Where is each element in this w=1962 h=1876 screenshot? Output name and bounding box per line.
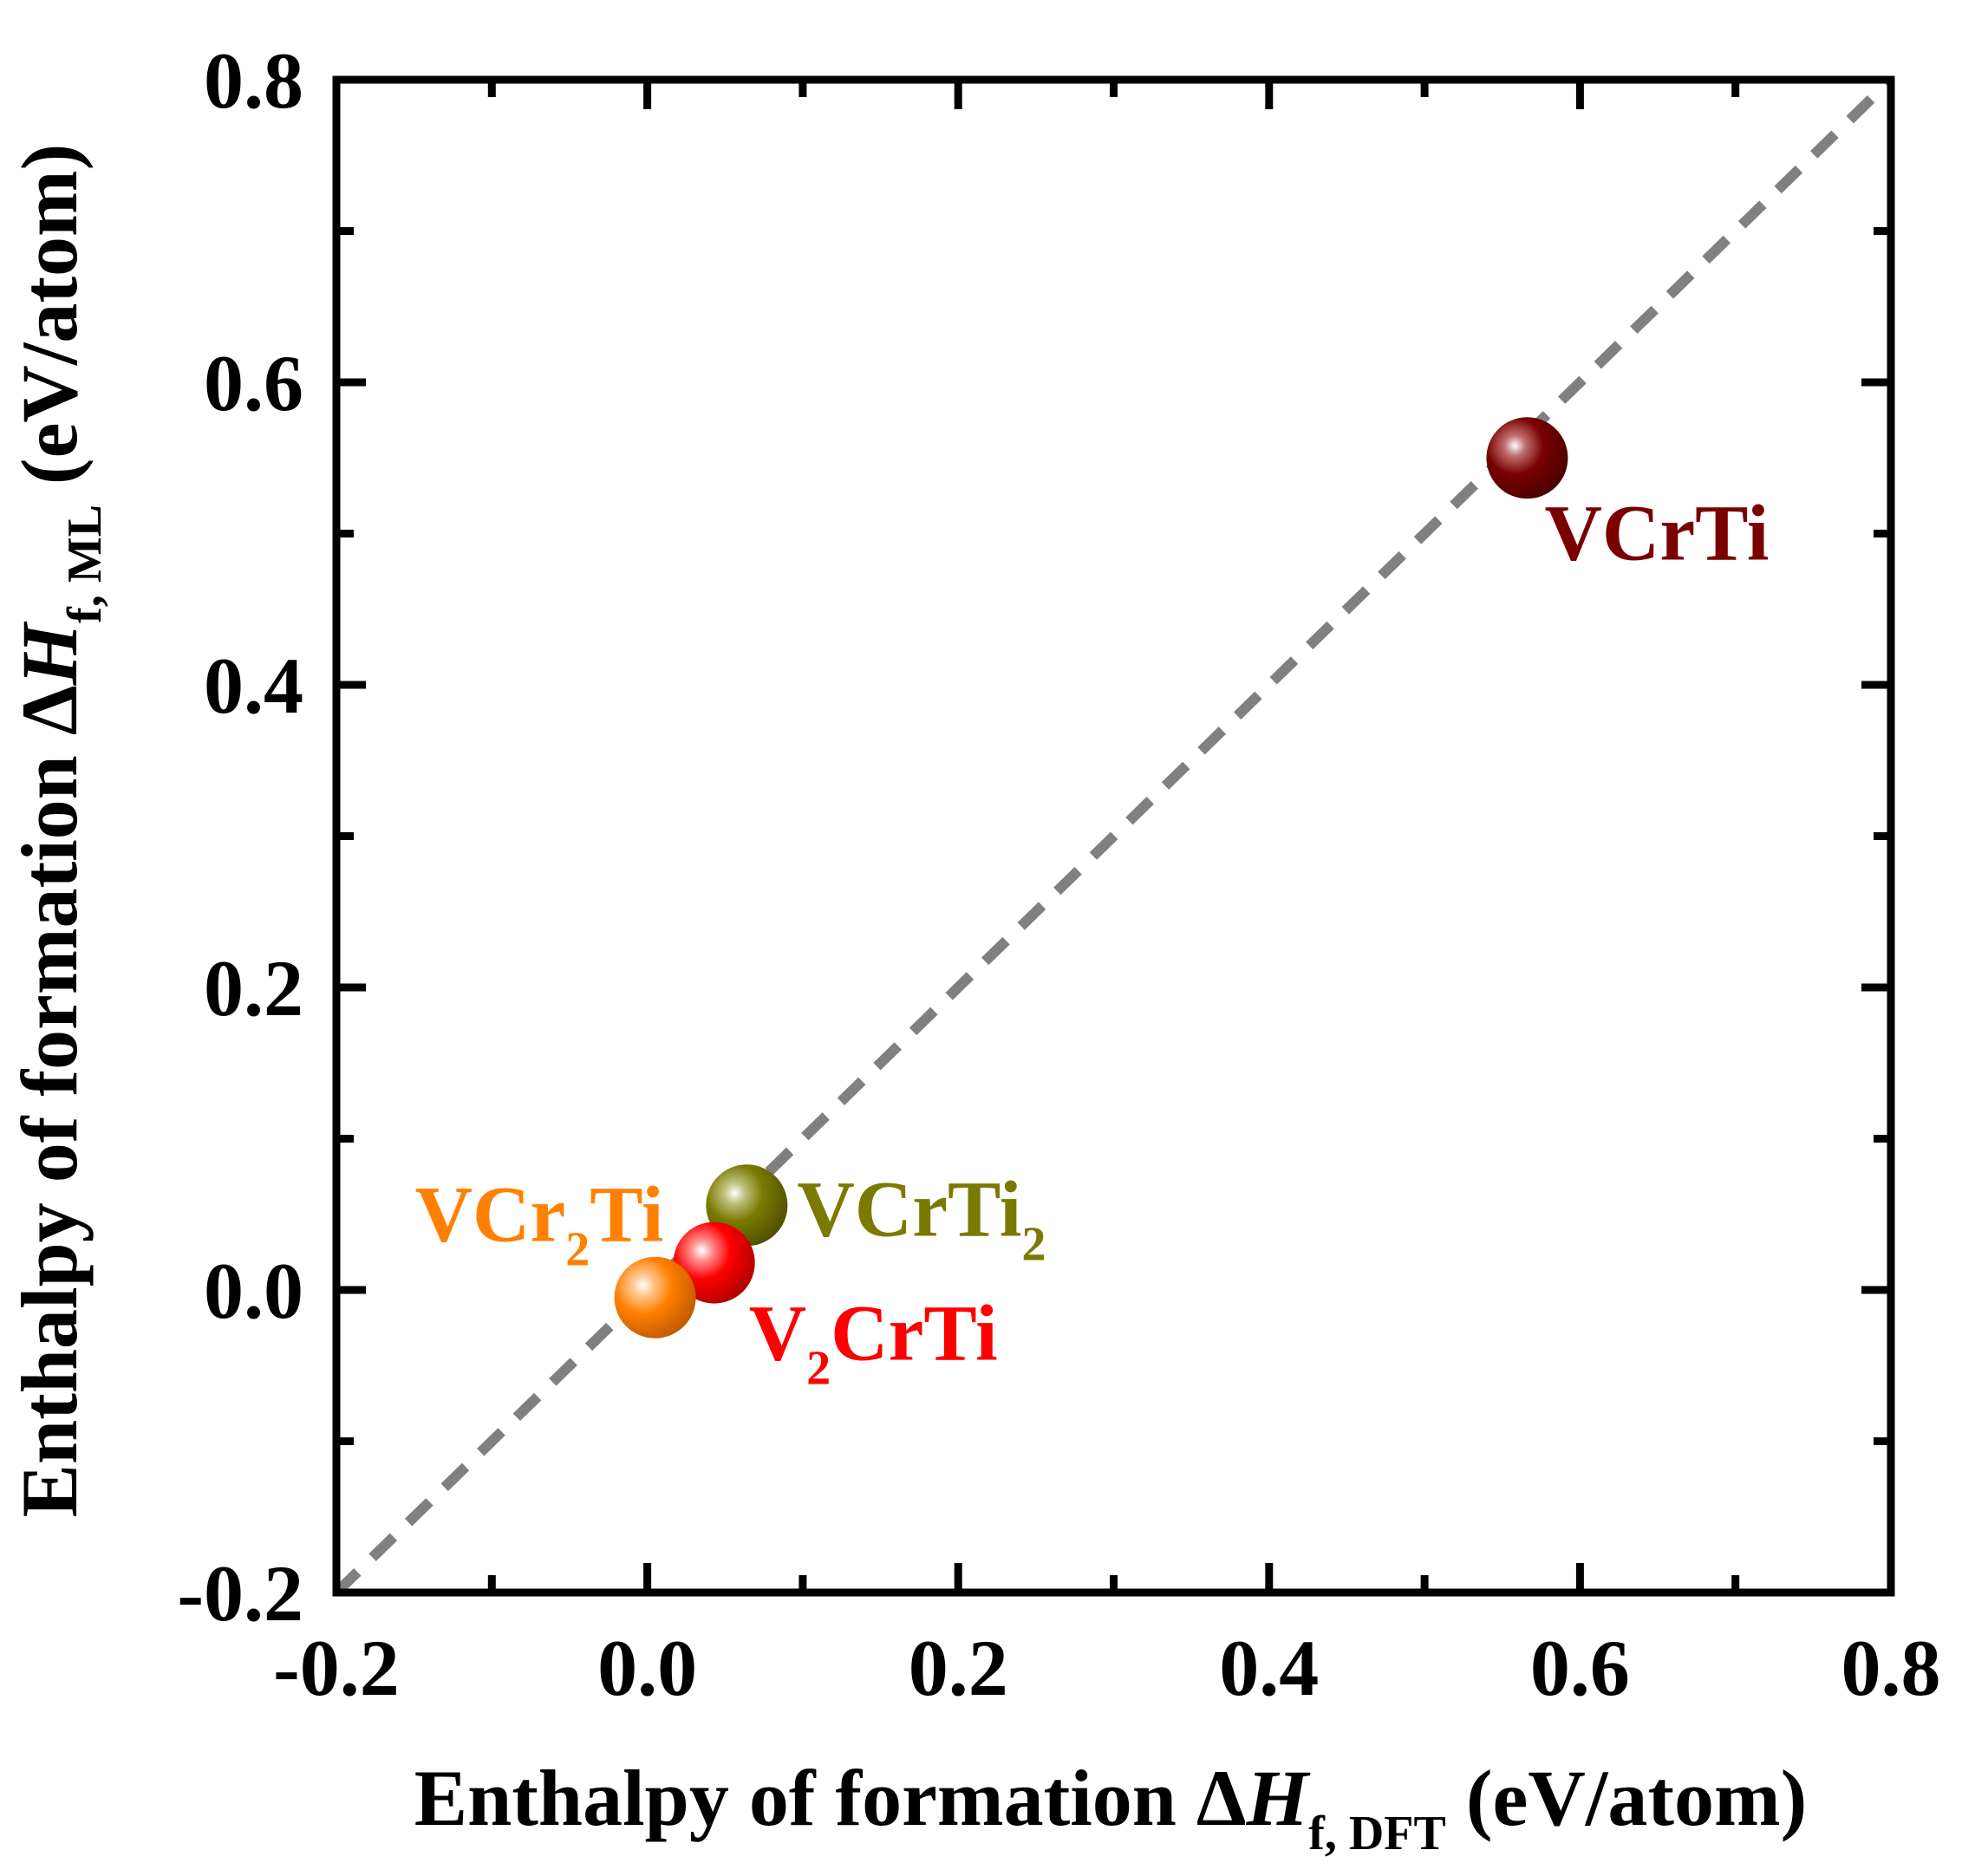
x-tick-label: 0.4: [1219, 1624, 1319, 1712]
y-tick-label: 0.8: [204, 36, 303, 125]
plot-frame: [332, 75, 1895, 1597]
point-vcrti: VCrTi: [1486, 417, 1769, 576]
x-tick-label: 0.2: [909, 1624, 1008, 1712]
point-vcrti2: VCrTi2: [706, 1164, 1046, 1271]
point-v2crti: V2CrTi: [673, 1221, 998, 1396]
marker-vcr2ti: [614, 1256, 696, 1339]
x-tick-label: 0.8: [1841, 1624, 1941, 1712]
x-tick-label: 0.0: [597, 1624, 697, 1712]
y-tick-label: -0.2: [177, 1549, 303, 1638]
x-axis-label: Enthalpy of formation ΔHf, DFT (eV/atom): [414, 1754, 1807, 1860]
y-tick-label: 0.4: [204, 642, 303, 730]
y-tick-label: 0.6: [204, 339, 303, 427]
data-points: VCrTi VCrTi2 V2CrTi VCr2Ti: [415, 417, 1769, 1396]
y-tick-label: 0.0: [204, 1247, 303, 1335]
label-vcrti2: VCrTi2: [797, 1164, 1046, 1271]
marker-vcrti: [1486, 417, 1568, 499]
y-tick-label: 0.2: [204, 944, 303, 1032]
y-tick-labels: -0.2 0.0 0.2 0.4 0.6 0.8: [177, 36, 303, 1638]
point-vcr2ti: VCr2Ti: [415, 1170, 696, 1339]
y-axis-label: Enthalpy of formation ΔHf, ML (eV/atom): [5, 144, 112, 1518]
x-tick-label: -0.2: [273, 1624, 400, 1712]
x-tick-label: 0.6: [1530, 1624, 1630, 1712]
label-vcr2ti: VCr2Ti: [415, 1170, 664, 1277]
label-vcrti: VCrTi: [1544, 488, 1769, 576]
marker-v2crti: [673, 1221, 755, 1304]
x-tick-labels: -0.2 0.0 0.2 0.4 0.6 0.8: [273, 1624, 1940, 1712]
label-v2crti: V2CrTi: [749, 1289, 998, 1396]
reference-diagonal-line: [332, 75, 1895, 1597]
